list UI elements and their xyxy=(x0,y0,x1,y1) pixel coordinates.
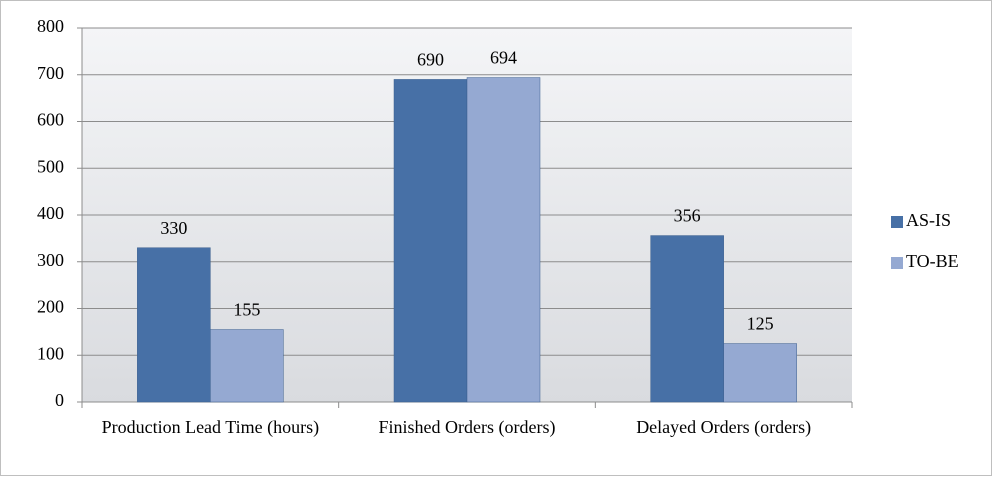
bar xyxy=(723,343,797,403)
x-tick-label: Finished Orders (orders) xyxy=(378,417,556,437)
bar xyxy=(393,79,468,403)
legend-swatch xyxy=(891,216,903,228)
legend-swatch xyxy=(891,257,903,269)
y-tick-label: 200 xyxy=(37,297,64,317)
value-label: 330 xyxy=(160,218,187,238)
value-label: 690 xyxy=(417,50,444,70)
value-label: 694 xyxy=(490,48,517,68)
value-label: 155 xyxy=(233,300,260,320)
y-tick-label: 700 xyxy=(37,63,64,83)
y-tick-label: 600 xyxy=(37,110,64,130)
x-tick-label: Production Lead Time (hours) xyxy=(101,417,320,437)
bar xyxy=(210,329,284,403)
value-label: 125 xyxy=(747,314,774,334)
x-tick-label: Delayed Orders (orders) xyxy=(636,417,812,437)
bar xyxy=(650,235,724,403)
y-tick-label: 300 xyxy=(37,250,64,270)
y-tick-label: 100 xyxy=(37,343,64,363)
y-tick-label: 400 xyxy=(37,203,64,223)
legend-label: TO-BE xyxy=(906,251,959,271)
y-tick-label: 800 xyxy=(37,16,64,36)
bar xyxy=(137,247,211,403)
y-tick-label: 500 xyxy=(37,156,64,176)
y-tick-label: 0 xyxy=(55,390,64,410)
bar xyxy=(466,77,541,403)
legend-label: AS-IS xyxy=(906,210,951,230)
value-label: 356 xyxy=(674,206,701,226)
